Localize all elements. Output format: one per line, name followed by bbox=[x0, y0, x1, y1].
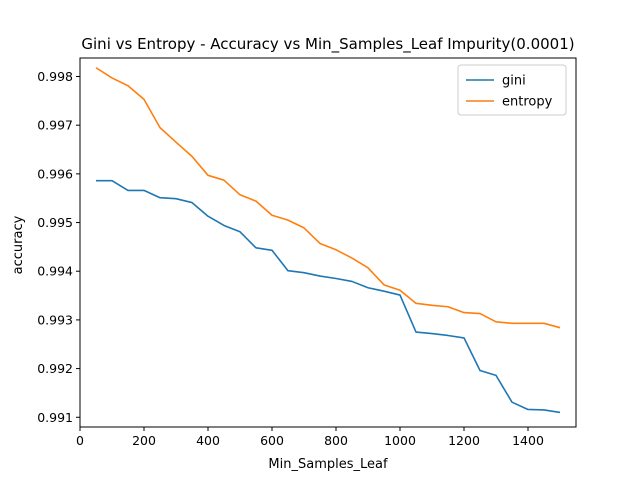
x-tick-label: 0 bbox=[76, 433, 84, 448]
plot-frame bbox=[79, 57, 577, 428]
x-axis-label: Min_Samples_Leaf bbox=[268, 457, 388, 472]
chart-title: Gini vs Entropy - Accuracy vs Min_Sample… bbox=[81, 35, 574, 54]
x-tick-label: 400 bbox=[196, 433, 220, 448]
plot-lines bbox=[95, 67, 561, 414]
x-tick-label: 200 bbox=[132, 433, 156, 448]
legend: gini entropy bbox=[457, 64, 567, 116]
x-tick-label: 1400 bbox=[512, 433, 544, 448]
y-tick-label: 0.992 bbox=[37, 361, 73, 376]
legend-label-entropy: entropy bbox=[502, 95, 553, 110]
y-tick-label: 0.991 bbox=[37, 410, 73, 425]
y-tick-label: 0.995 bbox=[37, 215, 73, 230]
series-line-gini bbox=[96, 179, 561, 414]
legend-box bbox=[457, 64, 567, 116]
legend-label-gini: gini bbox=[502, 74, 526, 89]
y-tick-label: 0.996 bbox=[37, 166, 73, 181]
x-tick-label: 600 bbox=[260, 433, 284, 448]
y-tick-label: 0.998 bbox=[37, 69, 73, 84]
y-tick-label: 0.994 bbox=[37, 264, 73, 279]
x-tick-label: 1000 bbox=[384, 433, 416, 448]
y-axis-label: accuracy bbox=[11, 215, 26, 274]
axes: 0 200 400 600 800 1000 1200 1400 0.991 0.992 0.993… bbox=[37, 57, 577, 448]
y-tick-label: 0.997 bbox=[37, 118, 73, 133]
x-tick-label: 800 bbox=[324, 433, 348, 448]
x-tick-label: 1200 bbox=[448, 433, 480, 448]
series-line-entropy bbox=[95, 67, 561, 329]
y-tick-label: 0.993 bbox=[37, 312, 73, 327]
